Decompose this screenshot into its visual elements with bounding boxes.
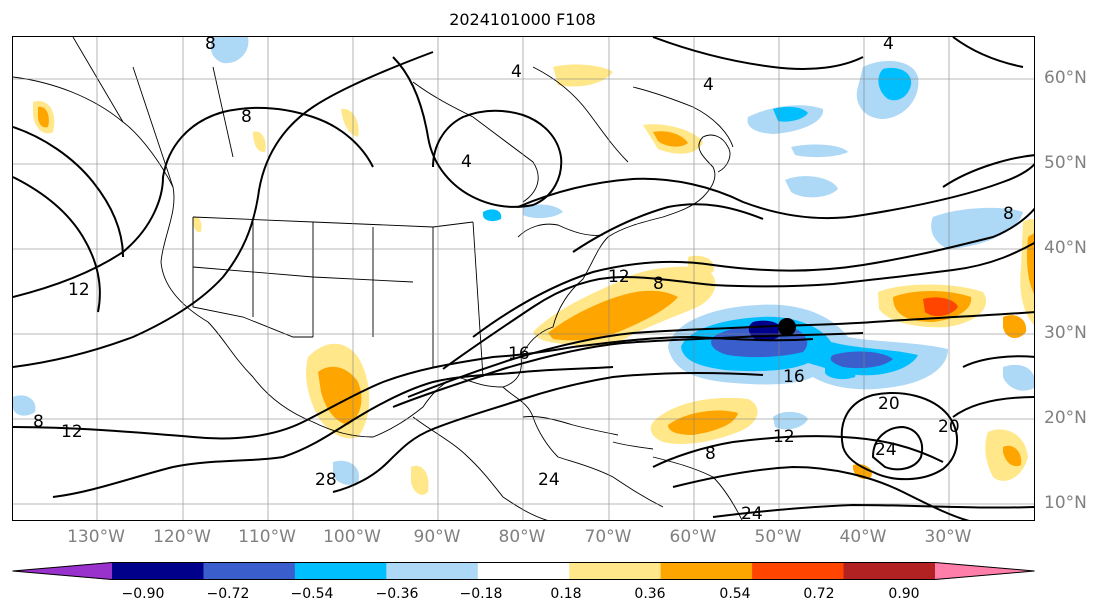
anomaly-shading — [13, 37, 1034, 495]
colorbar-segment — [843, 562, 936, 580]
contour-label: 8 — [33, 412, 44, 432]
contour-label: 4 — [461, 152, 472, 172]
lon-label: 80°W — [498, 527, 546, 547]
contour-label: 20 — [938, 417, 960, 437]
contour-label: 16 — [783, 367, 805, 387]
contour-label: 8 — [241, 107, 252, 127]
contour-label: 24 — [875, 440, 897, 460]
contour-label: 12 — [773, 427, 795, 447]
lon-label: 90°W — [413, 527, 461, 547]
contour-label: 4 — [511, 62, 522, 82]
lon-label: 30°W — [924, 527, 972, 547]
lat-label: 50°N — [1044, 153, 1087, 173]
contour-label: 16 — [508, 344, 530, 364]
lat-label: 10°N — [1044, 493, 1087, 513]
storm-center-marker — [778, 318, 796, 336]
colorbar-tick: −0.54 — [290, 586, 334, 602]
colorbar-tick: 0.54 — [719, 586, 751, 602]
lon-label: 110°W — [238, 527, 296, 547]
colorbar-tick: −0.18 — [459, 586, 503, 602]
colorbar-tick: −0.72 — [206, 586, 250, 602]
lon-label: 130°W — [67, 527, 125, 547]
lat-label: 40°N — [1044, 238, 1087, 258]
colorbar-tick: −0.90 — [121, 586, 165, 602]
lon-label: 50°W — [754, 527, 802, 547]
contour-label: 12 — [68, 280, 90, 300]
lat-label: 20°N — [1044, 408, 1087, 428]
contour-label: 12 — [608, 267, 630, 287]
contour-label: 12 — [61, 422, 83, 442]
contour-label: 8 — [1003, 204, 1014, 224]
colorbar-segment — [386, 562, 479, 580]
contour-label: 20 — [878, 394, 900, 414]
coastlines — [13, 37, 743, 520]
contour-label: 8 — [653, 274, 664, 294]
contour-lines — [13, 37, 1034, 520]
colorbar-tick: 0.90 — [888, 586, 920, 602]
colorbar-segment — [660, 562, 753, 580]
contour-label: 28 — [315, 470, 337, 490]
colorbar-segment — [112, 562, 204, 580]
lon-label: 100°W — [323, 527, 381, 547]
contour-label: 8 — [205, 37, 216, 54]
lat-label: 60°N — [1044, 68, 1087, 88]
colorbar — [12, 562, 1035, 580]
lon-label: 120°W — [153, 527, 211, 547]
colorbar-extend-low — [12, 562, 112, 580]
contour-label: 24 — [741, 504, 763, 521]
map-panel: 8 4 4 8 4 12 8 12 16 28 24 20 20 24 16 1… — [12, 36, 1035, 521]
contour-label: 4 — [703, 75, 714, 95]
colorbar-tick: 0.18 — [550, 586, 582, 602]
lon-label: 70°W — [584, 527, 632, 547]
colorbar-tick: −0.36 — [375, 586, 419, 602]
contour-label: 4 — [883, 37, 894, 54]
lon-label: 60°W — [669, 527, 717, 547]
contour-label-group: 8 4 4 8 4 12 8 12 16 28 24 20 20 24 16 1… — [33, 37, 1014, 521]
colorbar-extend-high — [935, 562, 1035, 580]
colorbar-tick: 0.36 — [634, 586, 666, 602]
contour-label: 24 — [538, 470, 560, 490]
colorbar-segment — [477, 562, 570, 580]
colorbar-tick: 0.72 — [803, 586, 835, 602]
lat-label: 30°N — [1044, 323, 1087, 343]
lon-label: 40°W — [839, 527, 887, 547]
colorbar-segment — [203, 562, 296, 580]
weather-map: 8 4 4 8 4 12 8 12 16 28 24 20 20 24 16 1… — [13, 37, 1034, 521]
graticule — [13, 37, 1034, 520]
colorbar-segments — [12, 562, 1035, 580]
colorbar-outline — [12, 562, 1035, 580]
colorbar-segment — [294, 562, 387, 580]
map-title: 2024101000 F108 — [449, 10, 596, 29]
contour-label: 8 — [705, 444, 716, 464]
colorbar-segment — [569, 562, 662, 580]
colorbar-segment — [752, 562, 845, 580]
